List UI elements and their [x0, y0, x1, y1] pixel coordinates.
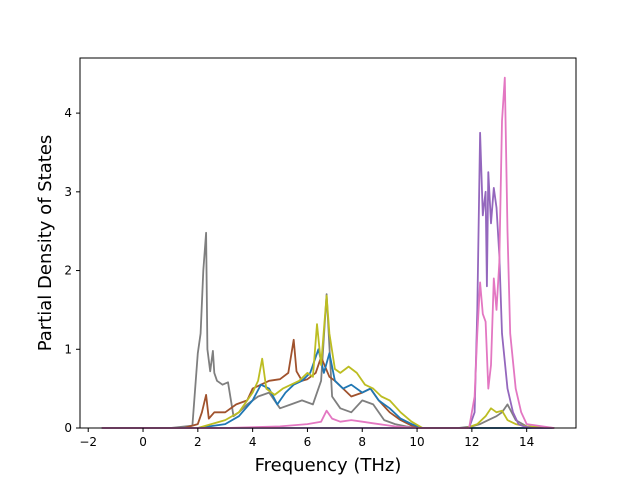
y-axis-label: Partial Density of States [35, 135, 56, 352]
x-tick-label: 6 [304, 435, 312, 449]
x-tick-label: 8 [358, 435, 366, 449]
x-tick-label: 0 [139, 435, 147, 449]
y-tick-label: 0 [64, 421, 72, 435]
x-tick-label: 12 [464, 435, 479, 449]
y-tick-label: 4 [64, 106, 72, 120]
series-line-1 [101, 231, 555, 429]
y-tick-label: 1 [64, 342, 72, 356]
y-tick-label: 2 [64, 264, 72, 278]
series-line-6 [101, 76, 555, 429]
y-axis-ticks: 0 1 2 3 4 [64, 106, 80, 435]
x-axis-ticks: −2 0 2 4 6 8 10 12 14 [79, 428, 534, 449]
plot-frame [79, 57, 577, 429]
x-tick-label: 14 [519, 435, 534, 449]
x-tick-label: 2 [194, 435, 202, 449]
x-tick-label: 4 [249, 435, 257, 449]
series-line-5 [101, 131, 555, 429]
x-tick-label: −2 [79, 435, 97, 449]
x-tick-label: 10 [409, 435, 424, 449]
x-axis-label: Frequency (THz) [255, 455, 402, 476]
y-tick-label: 3 [64, 185, 72, 199]
series-line-4 [101, 294, 555, 429]
series-layer [101, 76, 555, 429]
